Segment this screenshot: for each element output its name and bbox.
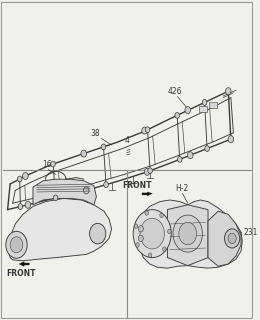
Circle shape (138, 226, 143, 232)
Bar (209, 102, 217, 108)
Circle shape (101, 144, 106, 150)
Circle shape (25, 201, 31, 208)
Circle shape (142, 127, 147, 134)
Text: 426: 426 (168, 87, 182, 96)
Circle shape (148, 168, 152, 173)
Text: FRONT: FRONT (6, 269, 36, 278)
Circle shape (168, 229, 171, 234)
Circle shape (104, 182, 108, 188)
Circle shape (175, 113, 179, 118)
Circle shape (81, 150, 87, 157)
Circle shape (187, 152, 193, 159)
Circle shape (89, 223, 106, 244)
Text: FRONT: FRONT (122, 181, 152, 190)
Circle shape (138, 235, 143, 242)
Circle shape (228, 233, 236, 244)
Circle shape (177, 156, 182, 162)
Circle shape (23, 172, 28, 180)
Circle shape (173, 215, 203, 252)
Circle shape (145, 211, 148, 215)
Bar (199, 106, 207, 112)
Polygon shape (8, 198, 112, 261)
Polygon shape (33, 179, 96, 205)
Circle shape (140, 218, 164, 249)
Text: H-2: H-2 (175, 184, 188, 193)
Text: 38: 38 (90, 129, 100, 138)
Circle shape (148, 253, 152, 257)
Text: 4: 4 (124, 136, 129, 145)
Circle shape (133, 210, 171, 258)
Text: 231: 231 (244, 228, 258, 237)
Circle shape (145, 127, 150, 132)
Circle shape (228, 136, 234, 143)
Circle shape (136, 243, 139, 247)
Circle shape (144, 168, 150, 175)
Circle shape (6, 231, 27, 258)
Circle shape (225, 88, 231, 95)
Circle shape (18, 204, 23, 210)
Polygon shape (142, 192, 152, 196)
Text: 16: 16 (42, 160, 52, 169)
Circle shape (162, 247, 166, 252)
Circle shape (202, 100, 207, 105)
Circle shape (185, 107, 191, 114)
Polygon shape (19, 262, 29, 266)
Circle shape (225, 229, 240, 248)
Circle shape (51, 161, 55, 167)
Polygon shape (208, 211, 241, 266)
Circle shape (10, 237, 23, 253)
Circle shape (160, 213, 163, 218)
Circle shape (53, 195, 58, 201)
Circle shape (83, 187, 89, 194)
Polygon shape (138, 200, 242, 268)
Circle shape (134, 224, 138, 228)
Circle shape (179, 222, 197, 245)
Circle shape (17, 176, 22, 182)
Polygon shape (167, 205, 208, 266)
Circle shape (205, 146, 209, 151)
